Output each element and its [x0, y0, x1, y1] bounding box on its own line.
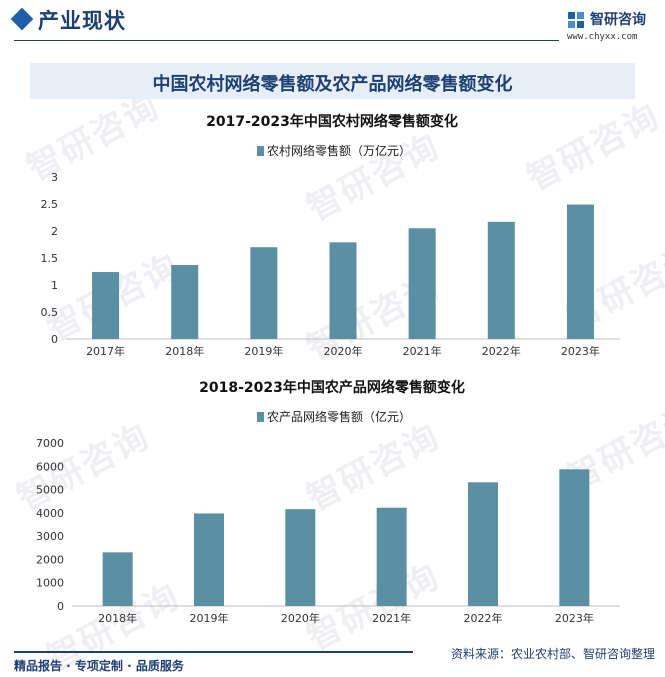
chart-title: 2017-2023年中国农村网络零售额变化: [206, 113, 458, 130]
chart-title: 2018-2023年中国农产品网络零售额变化: [199, 379, 465, 396]
x-tick-label: 2018年: [98, 611, 137, 625]
bar: [329, 242, 357, 339]
footer-divider: [14, 651, 413, 653]
x-tick-label: 2020年: [324, 344, 363, 358]
page-header: 产业现状 智研咨询 www.chyxx.com: [0, 0, 665, 44]
bar: [487, 221, 515, 339]
y-tick-label: 0: [51, 333, 58, 346]
y-tick-label: 4000: [36, 507, 64, 520]
y-tick-label: 7000: [36, 437, 64, 450]
x-tick-label: 2023年: [561, 344, 600, 358]
logo-url: www.chyxx.com: [567, 32, 638, 42]
y-tick-label: 1: [51, 279, 58, 292]
y-tick-label: 3: [51, 171, 58, 184]
bar: [566, 204, 594, 339]
header-divider: [14, 40, 559, 41]
x-tick-label: 2018年: [165, 344, 204, 358]
x-tick-label: 2021年: [372, 611, 411, 625]
y-tick-label: 5000: [36, 484, 64, 497]
x-tick-label: 2022年: [464, 611, 503, 625]
banner: 中国农村网络零售额及农产品网络零售额变化: [30, 63, 635, 99]
x-tick-label: 2020年: [281, 611, 320, 625]
y-tick-label: 2: [51, 225, 58, 238]
x-tick-label: 2019年: [190, 611, 229, 625]
logo-name: 智研咨询: [590, 12, 646, 28]
legend-label: 农村网络零售额（万亿元）: [267, 143, 411, 158]
bar: [468, 482, 498, 606]
y-tick-label: 3000: [36, 530, 64, 543]
section-title: 产业现状: [38, 9, 126, 33]
y-tick-label: 6000: [36, 460, 64, 473]
y-tick-label: 0.5: [41, 306, 59, 319]
x-tick-label: 2021年: [403, 344, 442, 358]
footer-source: 资料来源：农业农村部、智研咨询整理: [450, 647, 655, 661]
legend-swatch: [257, 412, 264, 422]
banner-title: 中国农村网络零售额及农产品网络零售额变化: [152, 74, 513, 95]
bar: [285, 509, 316, 606]
bar: [102, 552, 133, 606]
bar: [559, 469, 590, 606]
x-tick-label: 2023年: [555, 611, 594, 625]
footer-slogan: 精品报告 · 专项定制 · 品质服务: [14, 659, 184, 673]
y-tick-label: 1000: [36, 577, 64, 590]
chyxx-logo-icon: [568, 12, 584, 28]
x-tick-label: 2017年: [86, 344, 125, 358]
diamond-icon: [10, 7, 34, 31]
bar: [194, 513, 224, 606]
y-tick-label: 0: [57, 600, 64, 613]
y-tick-label: 2000: [36, 553, 64, 566]
bar: [171, 265, 199, 339]
y-tick-label: 2.5: [41, 198, 59, 211]
legend-label: 农产品网络零售额（亿元）: [267, 409, 411, 424]
bar: [92, 272, 120, 339]
bar: [250, 247, 278, 339]
x-tick-label: 2019年: [244, 344, 283, 358]
legend-swatch: [257, 146, 264, 156]
bar: [408, 228, 436, 339]
y-tick-label: 1.5: [41, 252, 59, 265]
x-tick-label: 2022年: [482, 344, 521, 358]
bar: [376, 507, 407, 606]
